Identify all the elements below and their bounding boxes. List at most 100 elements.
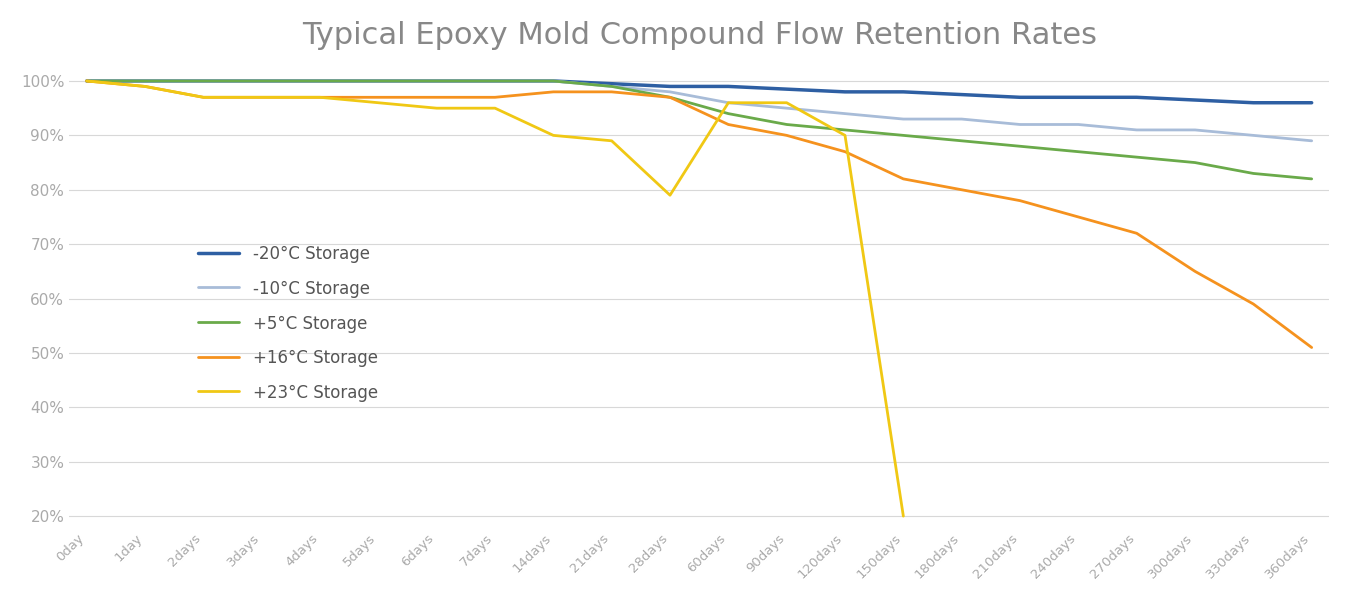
-20°C Storage — [721, 83, 737, 90]
-10°C Storage — [545, 78, 562, 85]
+16°C Storage — [1129, 230, 1145, 237]
-20°C Storage — [254, 78, 270, 85]
+16°C Storage — [428, 94, 444, 101]
+23°C Storage — [196, 94, 212, 101]
-10°C Storage — [1012, 121, 1029, 128]
+16°C Storage — [487, 94, 504, 101]
-20°C Storage — [779, 85, 795, 93]
+5°C Storage — [254, 78, 270, 85]
-20°C Storage — [662, 83, 678, 90]
+16°C Storage — [662, 94, 678, 101]
-10°C Storage — [428, 78, 444, 85]
+5°C Storage — [428, 78, 444, 85]
+16°C Storage — [196, 94, 212, 101]
-10°C Storage — [953, 116, 969, 123]
Title: Typical Epoxy Mold Compound Flow Retention Rates: Typical Epoxy Mold Compound Flow Retenti… — [301, 21, 1096, 50]
+5°C Storage — [312, 78, 328, 85]
+16°C Storage — [1187, 268, 1203, 275]
-20°C Storage — [1129, 94, 1145, 101]
-20°C Storage — [895, 88, 911, 96]
-10°C Storage — [603, 83, 620, 90]
+5°C Storage — [487, 78, 504, 85]
+23°C Storage — [370, 99, 386, 107]
+23°C Storage — [545, 132, 562, 139]
+23°C Storage — [895, 512, 911, 520]
-10°C Storage — [662, 88, 678, 96]
+5°C Storage — [1071, 148, 1087, 155]
-20°C Storage — [1187, 96, 1203, 104]
Legend: -20°C Storage, -10°C Storage, +5°C Storage, +16°C Storage, +23°C Storage: -20°C Storage, -10°C Storage, +5°C Stora… — [190, 238, 385, 409]
-20°C Storage — [136, 78, 153, 85]
+16°C Storage — [721, 121, 737, 128]
+5°C Storage — [1012, 143, 1029, 150]
+16°C Storage — [312, 94, 328, 101]
+5°C Storage — [662, 94, 678, 101]
+5°C Storage — [1129, 154, 1145, 161]
+16°C Storage — [837, 148, 853, 155]
-10°C Storage — [1304, 137, 1320, 144]
+5°C Storage — [953, 137, 969, 144]
Line: +5°C Storage: +5°C Storage — [86, 81, 1312, 179]
-10°C Storage — [1245, 132, 1261, 139]
-20°C Storage — [1071, 94, 1087, 101]
+23°C Storage — [78, 78, 94, 85]
-20°C Storage — [487, 78, 504, 85]
+23°C Storage — [312, 94, 328, 101]
-10°C Storage — [78, 78, 94, 85]
+16°C Storage — [1012, 197, 1029, 204]
-10°C Storage — [370, 78, 386, 85]
+16°C Storage — [895, 175, 911, 182]
-10°C Storage — [136, 78, 153, 85]
+16°C Storage — [78, 78, 94, 85]
+5°C Storage — [196, 78, 212, 85]
+5°C Storage — [721, 110, 737, 117]
+16°C Storage — [1071, 213, 1087, 220]
+16°C Storage — [603, 88, 620, 96]
+5°C Storage — [603, 83, 620, 90]
+23°C Storage — [428, 105, 444, 112]
-20°C Storage — [78, 78, 94, 85]
-10°C Storage — [487, 78, 504, 85]
-10°C Storage — [312, 78, 328, 85]
-10°C Storage — [895, 116, 911, 123]
+23°C Storage — [779, 99, 795, 107]
+5°C Storage — [136, 78, 153, 85]
+16°C Storage — [136, 83, 153, 90]
-10°C Storage — [779, 105, 795, 112]
+23°C Storage — [662, 191, 678, 199]
+23°C Storage — [487, 105, 504, 112]
+23°C Storage — [721, 99, 737, 107]
-10°C Storage — [1129, 126, 1145, 134]
+23°C Storage — [254, 94, 270, 101]
+23°C Storage — [603, 137, 620, 144]
-20°C Storage — [837, 88, 853, 96]
Line: -10°C Storage: -10°C Storage — [86, 81, 1312, 141]
-20°C Storage — [370, 78, 386, 85]
-20°C Storage — [953, 91, 969, 98]
-20°C Storage — [603, 80, 620, 87]
+5°C Storage — [1245, 170, 1261, 177]
+5°C Storage — [837, 126, 853, 134]
Line: -20°C Storage: -20°C Storage — [86, 81, 1312, 103]
+16°C Storage — [370, 94, 386, 101]
-10°C Storage — [1187, 126, 1203, 134]
+16°C Storage — [1245, 300, 1261, 308]
+16°C Storage — [545, 88, 562, 96]
-10°C Storage — [1071, 121, 1087, 128]
+23°C Storage — [136, 83, 153, 90]
+5°C Storage — [370, 78, 386, 85]
-20°C Storage — [1245, 99, 1261, 107]
-20°C Storage — [1012, 94, 1029, 101]
-20°C Storage — [196, 78, 212, 85]
+23°C Storage — [837, 132, 853, 139]
+5°C Storage — [779, 121, 795, 128]
-20°C Storage — [428, 78, 444, 85]
-20°C Storage — [312, 78, 328, 85]
+5°C Storage — [78, 78, 94, 85]
-10°C Storage — [196, 78, 212, 85]
+16°C Storage — [953, 186, 969, 193]
+16°C Storage — [254, 94, 270, 101]
-20°C Storage — [1304, 99, 1320, 107]
+5°C Storage — [545, 78, 562, 85]
+5°C Storage — [1304, 175, 1320, 182]
